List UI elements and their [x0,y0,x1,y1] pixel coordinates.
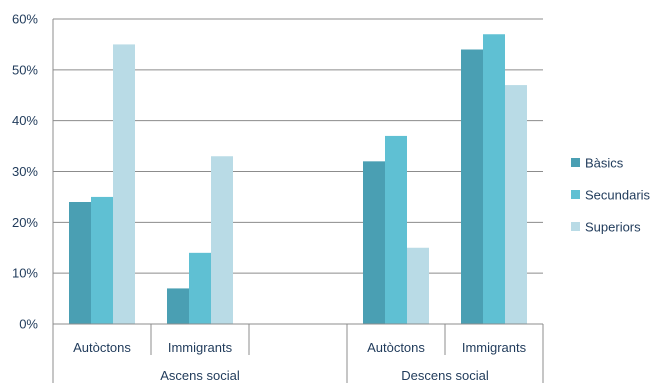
legend-swatch [571,190,580,199]
y-tick-label: 40% [12,113,38,128]
bar-secundaris-3 [385,135,407,324]
bars [69,34,527,325]
bar-secundaris-0 [91,196,113,324]
legend-swatch [571,222,580,231]
y-tick-label: 60% [12,12,38,27]
bar-bsics-1 [167,288,189,324]
bar-bsics-3 [363,161,385,324]
y-tick-label: 10% [12,266,38,281]
group-label: Descens social [401,368,489,383]
legend-swatch [571,158,580,167]
x-axis [52,19,544,383]
category-labels: Autòctons Immigrants Autòctons Immigrants [73,340,527,355]
bar-bsics-0 [69,202,91,324]
bar-superiors-3 [407,247,429,324]
group-labels: Ascens social Descens social [160,368,489,383]
legend-label: Bàsics [585,156,624,171]
bar-secundaris-1 [189,252,211,324]
category-label: Immigrants [462,340,527,355]
y-tick-label: 0% [19,317,38,332]
category-label: Immigrants [168,340,233,355]
legend-label: Superiors [585,220,641,235]
bar-superiors-1 [211,156,233,324]
category-label: Autòctons [73,340,131,355]
bar-superiors-4 [505,85,527,324]
legend-label: Secundaris [585,188,651,203]
legend: Bàsics Secundaris Superiors [571,156,651,235]
bar-bsics-4 [461,49,483,324]
y-tick-label: 20% [12,215,38,230]
category-label: Autòctons [367,340,425,355]
y-axis-labels: 0% 10% 20% 30% 40% 50% 60% [12,12,38,332]
y-tick-label: 50% [12,62,38,77]
group-label: Ascens social [160,368,240,383]
y-tick-label: 30% [12,164,38,179]
bar-secundaris-4 [483,34,505,324]
bar-superiors-0 [113,44,135,325]
